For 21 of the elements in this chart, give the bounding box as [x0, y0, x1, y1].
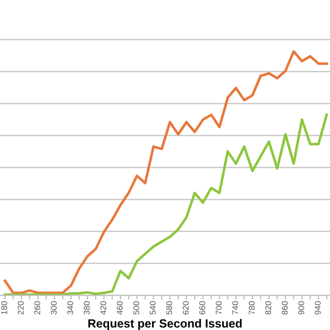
x-tick-label: 700 — [216, 301, 222, 314]
x-tick-label: 340 — [67, 301, 74, 314]
x-tick-label: 900 — [298, 301, 304, 314]
x-tick-label: 860 — [282, 301, 288, 314]
x-tick-label: 820 — [265, 301, 272, 314]
x-tick-label: 420 — [100, 301, 106, 315]
x-tick-label: 380 — [84, 301, 90, 314]
x-tick-label: 460 — [116, 301, 123, 315]
x-tick-label: 500 — [133, 301, 140, 314]
x-tick-label: 940 — [314, 301, 321, 314]
x-tick-label: 300 — [50, 301, 57, 314]
x-axis-title: Request per Second Issued — [88, 318, 242, 330]
x-tick-label: 660 — [199, 301, 206, 314]
x-tick-label: 220 — [18, 301, 24, 314]
x-tick-label: 740 — [232, 301, 238, 314]
x-tick-label: 620 — [182, 301, 189, 314]
x-tick-label: 540 — [150, 301, 156, 314]
x-tick-label: 580 — [166, 301, 172, 314]
x-tick-label: 780 — [248, 301, 255, 314]
x-tick-label: 260 — [34, 301, 40, 314]
x-tick-label: 180 — [1, 301, 8, 314]
